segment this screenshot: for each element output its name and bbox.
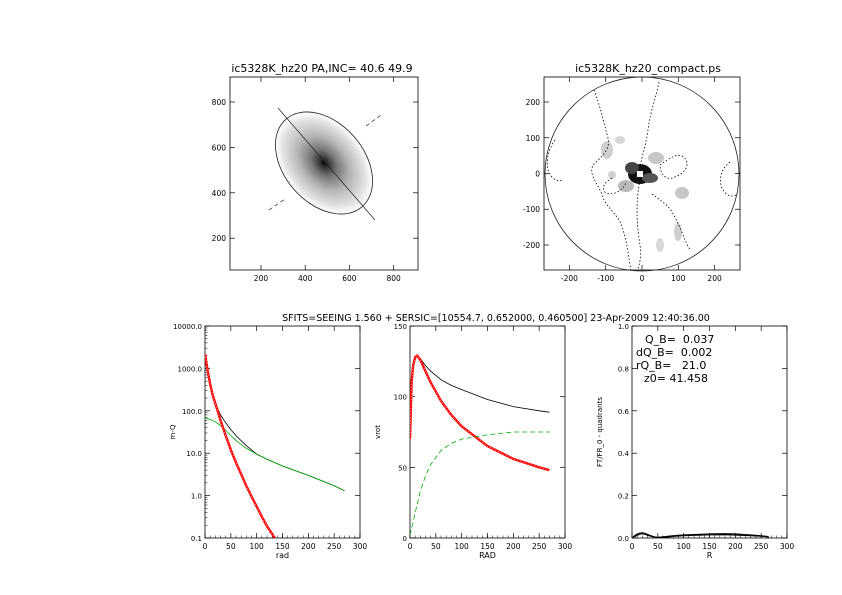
info-line-qb: Q_B= 0.037 <box>645 333 714 346</box>
rotation-ytick-label: 100 <box>394 394 407 402</box>
figure-banner: SFITS=SEEING 1.560 + SERSIC=[10554.7, 0.… <box>282 313 710 324</box>
mass-ytick-label: 1000.0 <box>178 365 203 373</box>
rotation-ylabel: vrot <box>374 425 382 439</box>
residual-blobs <box>601 136 689 252</box>
compact-xtick-label: 100 <box>671 274 686 283</box>
info-line-rqb: rQ_B= 21.0 <box>636 359 706 372</box>
mass-ytick-label: 100.0 <box>182 408 202 416</box>
mass-xtick-label: 200 <box>301 542 316 551</box>
rotation-xlabel: RAD <box>479 551 496 560</box>
compact-ytick-label: -200 <box>523 241 540 250</box>
info-line-dqb: dQ_B= 0.002 <box>636 346 712 359</box>
fraction-xtick-label: 300 <box>780 542 795 551</box>
mass-ytick-label: 10.0 <box>186 450 202 458</box>
rotation-ytick-label: 0 <box>403 535 407 543</box>
rotation-xtick-label: 200 <box>506 542 521 551</box>
galaxy-ytick-label: 200 <box>212 234 227 243</box>
fraction-xtick-label: 200 <box>728 542 743 551</box>
galaxy-ytick-label: 400 <box>212 189 227 198</box>
fraction-xtick-label: 100 <box>677 542 692 551</box>
rotation-xtick-label: 250 <box>532 542 547 551</box>
compact-ytick-label: 0 <box>535 170 540 179</box>
mass-series-hatch <box>205 353 276 538</box>
compact-ytick-label: 200 <box>526 98 541 107</box>
compact-ytick-label: 100 <box>526 134 541 143</box>
rotation-ytick-label: 150 <box>394 323 407 331</box>
galaxy-xtick-label: 600 <box>342 274 357 283</box>
mass-ytick-label: 0.1 <box>191 535 202 543</box>
galaxy-ytick-label: 800 <box>212 98 227 107</box>
fraction-ytick-label: 1.0 <box>618 323 629 331</box>
fraction-series-line <box>632 533 770 538</box>
mass-xtick-label: 50 <box>226 542 236 551</box>
fraction-ytick-label: 0.4 <box>618 450 630 458</box>
fraction-ytick-label: 0.2 <box>618 493 629 501</box>
rotation-series-line <box>410 431 550 536</box>
mass-xlabel: rad <box>276 551 289 560</box>
fraction-series-line <box>632 533 770 538</box>
galaxy-image-panel: ic5328K_hz20 PA,INC= 40.6 49.9 200 400 600… <box>212 62 419 283</box>
compact-map-panel: ic5328K_hz20_compact.ps <box>523 62 741 283</box>
compact-xtick-label: -200 <box>561 274 578 283</box>
mass-profile-panel: 0 50 100 150 200 250 300 0.1 1.0 10.0 100.0 1000.0 1… <box>169 323 367 560</box>
fraction-xlabel: R <box>707 551 713 560</box>
galaxy-image-title: ic5328K_hz20 PA,INC= 40.6 49.9 <box>231 62 412 75</box>
fit-ellipse <box>275 111 373 215</box>
fraction-xtick-label: 0 <box>630 542 635 551</box>
compact-map-title: ic5328K_hz20_compact.ps <box>575 62 721 75</box>
mass-ytick-label: 1.0 <box>191 493 202 501</box>
fraction-ytick-label: 0.0 <box>618 535 629 543</box>
compact-xtick-label: 0 <box>640 274 645 283</box>
mass-xtick-label: 150 <box>275 542 290 551</box>
fraction-ytick-label: 0.6 <box>618 408 630 416</box>
galaxy-xtick-label: 400 <box>298 274 313 283</box>
fraction-ytick-label: 0.8 <box>618 365 629 373</box>
minor-axis-line-right <box>365 114 382 127</box>
fraction-xtick-label: 50 <box>653 542 663 551</box>
info-line-z0: z0= 41.458 <box>644 372 708 385</box>
compact-ytick-label: -100 <box>523 205 540 214</box>
mass-ylabel: m-Q <box>169 424 177 440</box>
fraction-xtick-label: 150 <box>702 542 717 551</box>
quadrant-fraction-panel: 0 50 100 150 200 250 300 0.0 0.2 0.4 0.6 0.8 1.0 R FT/… <box>596 323 794 560</box>
mass-xtick-label: 250 <box>327 542 342 551</box>
rotation-xtick-label: 100 <box>455 542 470 551</box>
compact-xtick-label: -100 <box>597 274 614 283</box>
galaxy-ytick-label: 600 <box>212 143 227 152</box>
fraction-xtick-label: 250 <box>754 542 769 551</box>
rotation-ytick-label: 50 <box>398 464 407 472</box>
mass-ytick-label: 10000.0 <box>173 323 202 331</box>
rotation-series-hatch <box>410 355 550 471</box>
fraction-ylabel: FT/FR_0 - quadrants <box>596 397 604 467</box>
rotation-xtick-label: 50 <box>431 542 441 551</box>
compact-xtick-label: 200 <box>707 274 722 283</box>
galaxy-xtick-label: 800 <box>387 274 402 283</box>
contour-lines <box>546 81 739 272</box>
galaxy-xtick-label: 200 <box>254 274 269 283</box>
major-axis-line <box>277 107 376 221</box>
rotation-xtick-label: 150 <box>480 542 495 551</box>
rotation-xtick-label: 300 <box>558 542 573 551</box>
galaxy-light-distribution <box>271 108 377 218</box>
mass-series-line <box>205 417 345 492</box>
mass-xtick-label: 0 <box>203 542 208 551</box>
rotation-xtick-label: 0 <box>408 542 413 551</box>
mass-xtick-label: 100 <box>250 542 265 551</box>
info-block: Q_B= 0.037 dQ_B= 0.002 rQ_B= 21.0 z0= 41… <box>636 333 714 385</box>
mass-xtick-label: 300 <box>353 542 368 551</box>
minor-axis-line-left <box>268 198 286 211</box>
